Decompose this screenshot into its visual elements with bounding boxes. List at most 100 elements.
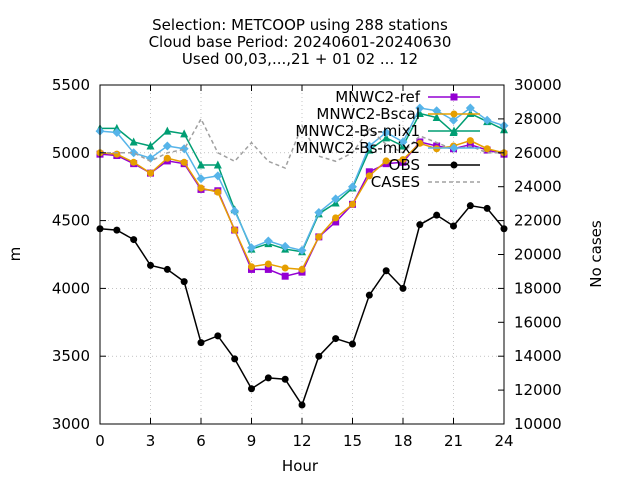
y2-tick-label: 22000	[514, 212, 562, 230]
legend-item: MNWC2-Bscal	[316, 105, 480, 123]
data-point	[315, 233, 323, 241]
data-point	[213, 160, 222, 169]
y-tick-label: 4500	[52, 212, 90, 230]
data-point	[466, 137, 474, 145]
axis-ticks: 0 3 6 9 12 15 18 21 24 3000 3500 4000 4500 5000 5500 10…	[52, 76, 562, 450]
data-point	[281, 264, 289, 272]
y2-tick-label: 30000	[514, 76, 562, 94]
data-point	[381, 127, 391, 137]
data-point	[298, 265, 306, 273]
x-axis-label: Hour	[282, 457, 319, 475]
data-point	[264, 265, 272, 273]
legend-marker	[450, 126, 458, 135]
y2-tick-label: 24000	[514, 178, 562, 196]
legend-item: CASES	[371, 173, 480, 191]
y-tick-label: 5000	[52, 144, 90, 162]
data-point	[332, 218, 340, 226]
data-point	[466, 141, 474, 149]
legend-item: MNWC2-Bs-mix2	[295, 139, 480, 157]
data-point	[432, 113, 441, 122]
data-point	[112, 127, 122, 137]
data-point	[280, 241, 290, 251]
data-point	[180, 129, 189, 138]
x-tick-label: 6	[196, 432, 206, 450]
series-obs	[96, 202, 508, 409]
data-point	[162, 141, 172, 151]
y-tick-label: 5500	[52, 76, 90, 94]
data-point	[331, 194, 341, 204]
x-tick-label: 0	[95, 432, 105, 450]
legend-label: MNWC2-Bs-mix2	[295, 139, 420, 157]
data-point	[382, 267, 390, 275]
data-point	[349, 200, 356, 208]
y2-tick-label: 12000	[514, 381, 562, 399]
data-point	[315, 352, 323, 360]
data-point	[415, 108, 424, 117]
data-point	[147, 261, 154, 269]
data-point	[113, 150, 121, 158]
legend-marker	[450, 161, 458, 169]
data-point	[129, 148, 139, 158]
data-point	[298, 401, 306, 409]
data-point	[365, 172, 373, 180]
data-point	[416, 139, 424, 147]
chart-title: Selection: METCOOP using 288 stations Cl…	[149, 16, 452, 68]
data-point	[163, 126, 172, 135]
data-point	[146, 141, 155, 150]
y2-tick-label: 14000	[514, 347, 562, 365]
legend-marker	[450, 110, 458, 118]
legend-item: OBS	[389, 156, 480, 174]
data-point	[129, 137, 138, 146]
y-tick-label: 4000	[52, 279, 90, 297]
y2-axis-label: No cases	[587, 220, 605, 288]
data-point	[466, 108, 475, 117]
legend: MNWC2-refMNWC2-BscalMNWC2-Bs-mix1MNWC2-B…	[295, 88, 480, 191]
data-point	[197, 184, 205, 192]
data-point	[180, 158, 188, 166]
data-point	[415, 103, 425, 113]
data-point	[112, 123, 121, 132]
data-point	[196, 174, 206, 184]
data-point	[263, 236, 273, 246]
y-tick-label: 3500	[52, 347, 90, 365]
data-point	[214, 188, 222, 196]
y2-tick-label: 20000	[514, 246, 562, 264]
data-point	[450, 222, 457, 230]
data-point	[147, 169, 154, 177]
legend-marker	[449, 143, 459, 153]
data-point	[349, 340, 356, 348]
data-point	[314, 207, 324, 217]
legend-label: MNWC2-ref	[335, 88, 420, 106]
data-point	[483, 204, 491, 212]
x-tick-label: 18	[393, 432, 412, 450]
data-point	[248, 263, 255, 271]
data-point	[482, 115, 492, 125]
data-point	[113, 226, 121, 234]
data-point	[130, 236, 138, 244]
data-point	[264, 374, 272, 382]
legend-label: MNWC2-Bs-mix1	[295, 122, 420, 140]
data-point	[332, 214, 340, 222]
data-point	[399, 284, 407, 292]
data-point	[348, 182, 357, 192]
data-point	[382, 157, 390, 165]
data-point	[297, 245, 307, 255]
y-tick-label: 3000	[52, 415, 90, 433]
x-tick-label: 24	[494, 432, 513, 450]
title-line-3: Used 00,03,...,21 + 01 02 ... 12	[182, 50, 418, 68]
data-point	[365, 168, 373, 176]
data-point	[197, 339, 205, 347]
data-point	[163, 265, 171, 273]
data-point	[197, 160, 205, 169]
legend-label: MNWC2-Bscal	[316, 105, 420, 123]
data-point	[213, 171, 223, 181]
data-point	[416, 221, 424, 229]
data-point	[179, 144, 189, 154]
y2-tick-label: 18000	[514, 279, 562, 297]
legend-marker	[450, 93, 458, 101]
data-point	[231, 355, 239, 363]
data-point	[332, 335, 340, 343]
data-point	[248, 385, 255, 393]
data-point	[130, 158, 138, 166]
